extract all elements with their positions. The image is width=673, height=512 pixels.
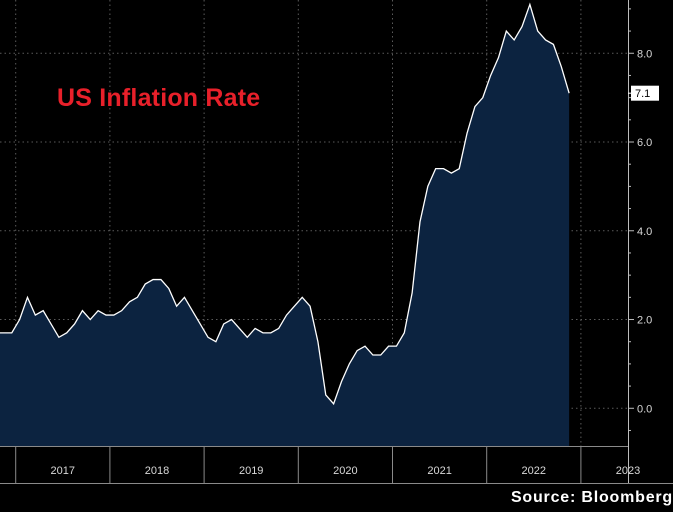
y-tick-label: 6.0	[637, 137, 652, 149]
x-tick-label: 2020	[333, 465, 357, 477]
y-tick-label: 0.0	[637, 403, 652, 415]
x-tick-label: 2018	[145, 465, 169, 477]
source-label: Source: Bloomberg	[511, 490, 673, 506]
y-tick-label: 4.0	[637, 226, 652, 238]
chart-title: US Inflation Rate	[57, 86, 260, 111]
x-tick-label: 2023	[616, 465, 640, 477]
y-tick-label: 8.0	[637, 48, 652, 60]
x-tick-label: 2019	[239, 465, 263, 477]
x-tick-label: 2022	[522, 465, 546, 477]
x-tick-label: 2017	[51, 465, 75, 477]
y-tick-label: 2.0	[637, 315, 652, 327]
last-value-label: 7.1	[635, 88, 650, 100]
x-tick-label: 2021	[427, 465, 451, 477]
